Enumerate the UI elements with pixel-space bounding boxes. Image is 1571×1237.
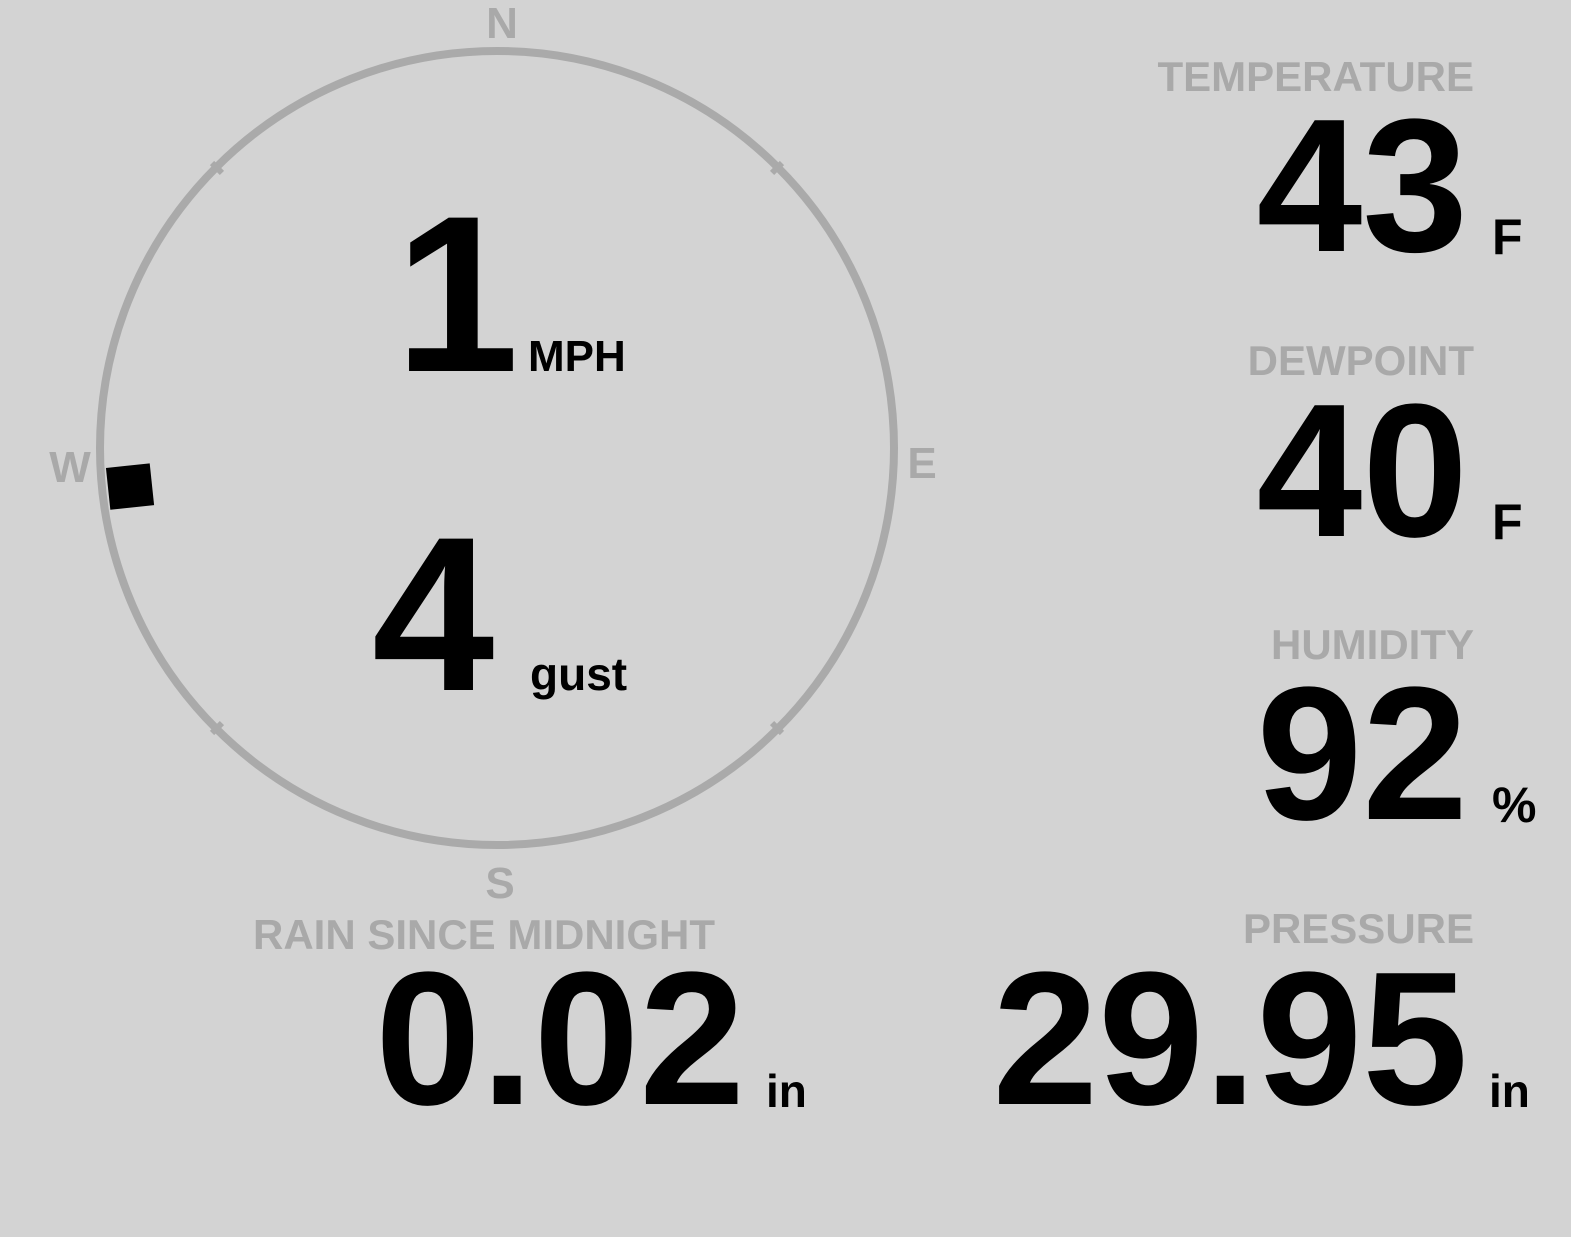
wind-gust-value: 4 <box>372 491 495 737</box>
humidity-label: HUMIDITY <box>1271 621 1474 668</box>
compass-tick <box>209 720 225 736</box>
pressure-unit: in <box>1489 1065 1530 1117</box>
temperature-value: 43 <box>1256 80 1468 292</box>
temperature-unit: F <box>1492 209 1523 265</box>
wind-direction-marker <box>105 463 155 510</box>
wind-speed-unit: MPH <box>528 332 626 381</box>
compass-west-label: W <box>49 443 91 492</box>
compass-east-label: E <box>907 439 936 488</box>
temperature-label: TEMPERATURE <box>1157 53 1474 100</box>
compass-north-label: N <box>486 0 518 48</box>
rain-label: RAIN SINCE MIDNIGHT <box>253 911 715 958</box>
dewpoint-unit: F <box>1492 494 1523 550</box>
pressure-label: PRESSURE <box>1242 905 1474 952</box>
compass-tick <box>209 160 225 176</box>
dewpoint-value: 40 <box>1256 365 1468 577</box>
pressure-value: 29.95 <box>992 933 1468 1145</box>
rain-value: 0.02 <box>375 933 745 1145</box>
wind-speed-value: 1 <box>395 170 520 419</box>
humidity-value: 92 <box>1256 648 1468 860</box>
rain-unit: in <box>766 1065 807 1117</box>
dewpoint-label: DEWPOINT <box>1247 337 1474 384</box>
humidity-unit: % <box>1492 777 1537 833</box>
compass-ticks <box>209 160 785 736</box>
compass-ring <box>96 47 898 849</box>
compass-tick <box>769 160 785 176</box>
wind-gust-unit: gust <box>530 648 628 700</box>
compass-south-label: S <box>485 859 514 908</box>
compass-tick <box>769 720 785 736</box>
